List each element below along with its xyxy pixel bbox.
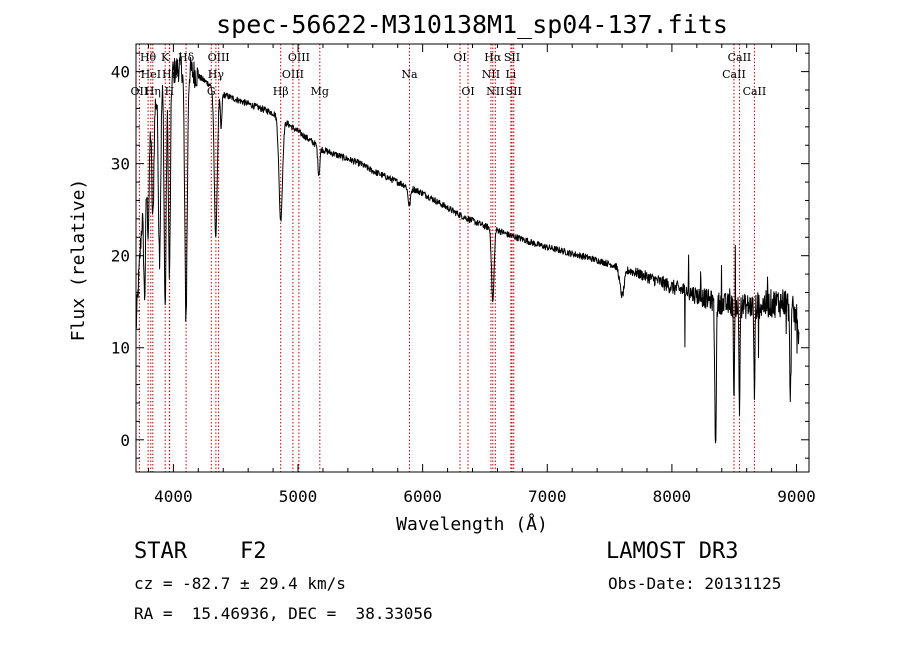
redshift-velocity: cz = -82.7 ± 29.4 km/s [134, 574, 346, 593]
line-marker-label-10: OIII [208, 51, 230, 64]
observation-date: Obs-Date: 20131125 [608, 574, 782, 593]
x-axis-label: Wavelength (Å) [396, 513, 548, 535]
sky-coordinates: RA = 15.46936, DEC = 38.33056 [134, 604, 433, 623]
line-marker-label-14: Mg [311, 85, 329, 98]
line-marker-label-24: CaII [722, 68, 746, 81]
line-marker-label-2: HeI [141, 68, 161, 81]
y-tick-label-2: 20 [111, 247, 130, 266]
chart-title: spec-56622-M310138M1_sp04-137.fits [216, 10, 728, 39]
line-marker-label-22: Li [505, 68, 516, 81]
line-marker-label-18: Hα [484, 51, 502, 64]
y-tick-label-3: 30 [111, 155, 130, 174]
y-tick-label-0: 0 [120, 431, 130, 450]
plot-frame [135, 43, 810, 473]
line-marker-label-16: OI [453, 51, 466, 64]
line-marker-label-11: Hβ [273, 85, 289, 98]
line-marker-label-6: H [165, 85, 175, 98]
line-marker-label-3: Hη [145, 85, 161, 98]
line-marker-label-9: G [207, 85, 216, 98]
line-marker-label-12: OIII [282, 68, 304, 81]
x-tick-label-0: 4000 [154, 487, 193, 506]
line-marker-label-21: SII [504, 51, 520, 64]
x-tick-label-5: 9000 [777, 487, 816, 506]
line-marker-label-8: Hγ [208, 68, 225, 81]
line-marker-label-7: Hδ [178, 51, 195, 64]
x-tick-label-4: 8000 [653, 487, 692, 506]
y-tick-label-1: 10 [111, 339, 130, 358]
line-marker-label-17: OI [461, 85, 474, 98]
x-tick-label-2: 6000 [403, 487, 442, 506]
axis-ticks: 4000 5000 6000 7000 8000 9000 0 10 20 30 40 [111, 44, 816, 506]
line-marker-label-1: OII [131, 85, 149, 98]
line-marker-label-5: Hε [162, 68, 178, 81]
line-marker-label-0: Hθ [140, 51, 157, 64]
line-marker-label-19: NII [482, 68, 500, 81]
line-marker-label-25: CaII [728, 51, 752, 64]
y-tick-label-4: 40 [111, 63, 130, 82]
line-marker-label-4: K [161, 51, 170, 64]
object-class: STAR [134, 539, 187, 564]
line-marker-label-20: NII [486, 85, 504, 98]
spectrum-line [135, 52, 800, 444]
line-marker-label-15: Na [401, 68, 418, 81]
line-marker-group [138, 44, 755, 472]
object-subclass: F2 [240, 539, 267, 564]
x-tick-label-3: 7000 [528, 487, 567, 506]
x-tick-label-1: 5000 [279, 487, 318, 506]
line-marker-label-13: OIII [288, 51, 310, 64]
survey-name: LAMOST DR3 [606, 539, 739, 564]
line-marker-labels: Hθ OII HeI Hη K Hε H Hδ Hγ G OIII Hβ OIII OIII Mg Na OI O… [131, 51, 767, 98]
line-marker-label-23: SII [506, 85, 522, 98]
line-marker-label-26: CaII [743, 85, 767, 98]
y-axis-label: Flux (relative) [68, 179, 89, 342]
